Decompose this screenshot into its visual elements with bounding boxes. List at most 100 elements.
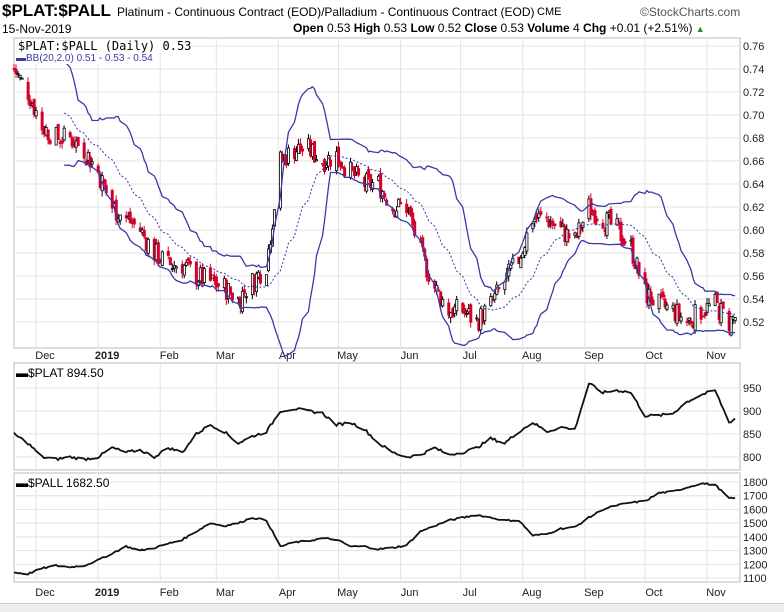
x-tick-label: Aug <box>522 587 542 599</box>
up-arrow-icon: ▲ <box>695 24 705 34</box>
x-tick-label: Oct <box>645 350 662 362</box>
legend-pall-text: $PALL 1682.50 <box>28 476 110 490</box>
candle-body <box>202 268 206 284</box>
candle-body <box>469 304 473 323</box>
candle-body <box>593 210 597 224</box>
bb-upper-band <box>63 60 736 297</box>
volume-value: 4 <box>573 21 580 35</box>
x-tick-label: Feb <box>160 350 179 362</box>
candle-body <box>287 147 291 164</box>
exchange: CME <box>537 6 562 18</box>
candle-body <box>537 213 541 218</box>
y-tick-label: 0.76 <box>743 41 764 53</box>
bottom-toolbar <box>0 603 784 612</box>
candle-body <box>493 293 497 301</box>
y-tick-label: 0.56 <box>743 271 764 283</box>
x-tick-label: Oct <box>645 587 662 599</box>
candle-body <box>685 321 689 323</box>
candle-body <box>523 247 527 256</box>
candle-body <box>623 241 627 244</box>
panel-frame <box>13 362 741 471</box>
candle-body <box>561 223 565 227</box>
candle-body <box>242 289 246 294</box>
candle-body <box>170 267 174 270</box>
chg-label: Chg <box>583 21 607 35</box>
candle-body <box>721 301 725 309</box>
x-tick-label: Jun <box>401 350 419 362</box>
candle-body <box>82 142 86 159</box>
candle-body <box>733 317 737 321</box>
candle-body <box>707 303 711 307</box>
candle-body <box>649 291 653 304</box>
candle-body <box>128 211 132 224</box>
x-tick-label: Nov <box>706 350 726 362</box>
candle-body <box>609 208 613 225</box>
candle-body <box>14 68 18 74</box>
candle-body <box>463 308 467 315</box>
brand-logo[interactable]: ©StockCharts.com <box>640 5 741 19</box>
open-label: Open <box>293 21 324 35</box>
y-tick-label: 0.70 <box>743 110 764 122</box>
y-tick-label: 0.60 <box>743 225 764 237</box>
y-tick-label: 1400 <box>743 532 767 544</box>
candle-body <box>34 110 38 117</box>
candle-body <box>665 304 669 310</box>
y-tick-label: 1100 <box>743 573 767 585</box>
candle-body <box>349 161 353 179</box>
candle-body <box>475 317 479 320</box>
candle-body <box>295 151 299 162</box>
y-tick-label: 0.66 <box>743 156 764 168</box>
candle-body <box>329 159 333 167</box>
y-tick-label: 850 <box>743 429 761 441</box>
pall-line <box>14 482 736 576</box>
candle-body <box>208 267 212 281</box>
bb-lower-band <box>64 159 736 357</box>
candle-body <box>703 312 707 317</box>
candle-body <box>182 264 186 276</box>
candle-body <box>701 315 705 318</box>
candle-body <box>595 218 599 222</box>
x-tick-label: Apr <box>279 587 296 599</box>
candle-body <box>156 242 160 264</box>
candle-body <box>567 233 571 239</box>
legend-plat-text: $PLAT 894.50 <box>28 366 104 380</box>
y-tick-label: 0.52 <box>743 317 764 329</box>
candle-body <box>589 198 593 216</box>
candle-body <box>339 161 343 167</box>
candle-body <box>254 273 258 292</box>
candle-body <box>313 141 317 163</box>
candle-body <box>525 232 529 252</box>
panel-frame <box>13 37 741 349</box>
candle-body <box>705 302 709 314</box>
x-tick-label: Aug <box>522 350 542 362</box>
y-tick-label: 0.64 <box>743 179 764 191</box>
candle-body <box>76 137 80 146</box>
y-tick-label: 1800 <box>743 477 767 489</box>
candle-body <box>90 161 94 165</box>
x-tick-label: Dec <box>35 587 55 599</box>
candle-body <box>581 221 585 228</box>
candle-body <box>531 223 535 230</box>
candle-body <box>244 296 248 299</box>
legend-plat: ▬$PLAT 894.50 <box>16 366 104 380</box>
candle-body <box>719 302 723 324</box>
candle-body <box>383 193 387 198</box>
candle-body <box>60 140 64 144</box>
bb-middle-line <box>63 112 736 315</box>
candle-body <box>166 250 170 256</box>
close-label: Close <box>464 21 498 35</box>
candle-body <box>483 305 487 322</box>
candle-body <box>379 173 383 199</box>
y-tick-label: 1500 <box>743 518 767 530</box>
candle-body <box>497 286 501 290</box>
candle-body <box>32 98 36 115</box>
candle-body <box>343 167 347 177</box>
candle-body <box>142 229 146 237</box>
y-tick-label: 0.54 <box>743 294 764 306</box>
legend-price: $PLAT:$PALL (Daily) 0.53 <box>18 39 192 53</box>
candle-body <box>132 218 136 225</box>
candle-body <box>174 266 178 269</box>
x-tick-label: Feb <box>160 587 179 599</box>
candle-body <box>409 206 413 216</box>
candle-body <box>489 296 493 307</box>
